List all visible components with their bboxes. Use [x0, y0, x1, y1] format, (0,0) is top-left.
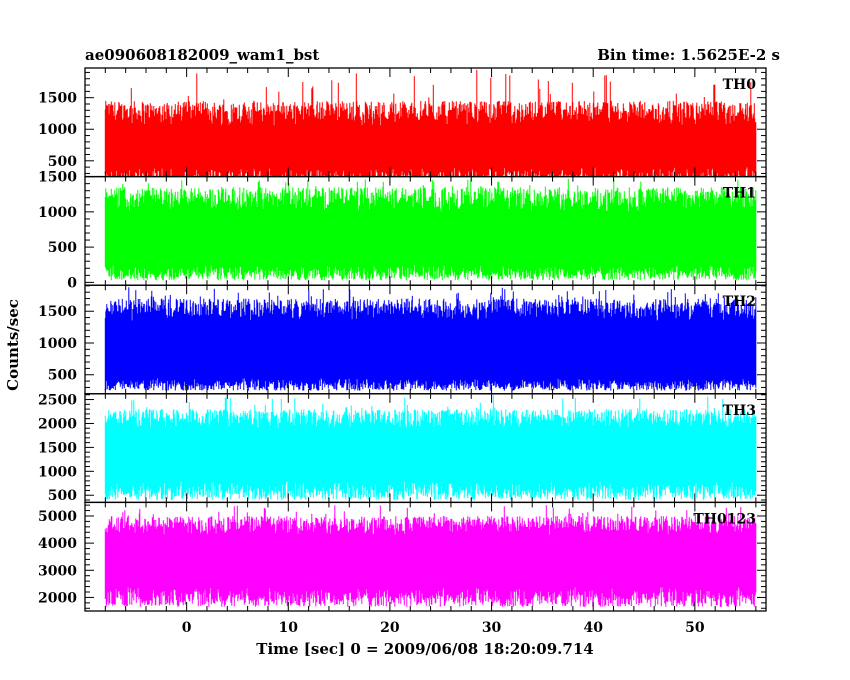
chart-title-right: Bin time: 1.5625E-2 s — [597, 46, 780, 64]
y-tick-label: 3000 — [38, 563, 77, 579]
series-th2 — [104, 287, 757, 391]
panel-label-th3: TH3 — [723, 403, 756, 419]
panel-th3: 500 1000 1500 2000 2500 TH3 — [38, 393, 767, 504]
series-th3 — [104, 395, 757, 500]
y-tick-label: 0 — [67, 275, 77, 291]
y-tick-label: 500 — [48, 368, 77, 384]
panel-label-th2: TH2 — [723, 294, 756, 310]
series-th0123 — [104, 505, 757, 607]
panel-label-th0123: TH0123 — [693, 511, 756, 527]
y-tick-label: 2500 — [38, 393, 77, 409]
x-axis-label: Time [sec] 0 = 2009/06/08 18:20:09.714 — [256, 640, 593, 658]
x-tick-label: 0 — [182, 620, 192, 636]
panel-label-th0: TH0 — [723, 77, 757, 93]
y-tick-label: 500 — [48, 240, 77, 256]
y-tick-label: 1000 — [38, 464, 77, 480]
y-tick-label: 500 — [48, 488, 77, 504]
y-tick-label: 1500 — [38, 440, 77, 456]
y-tick-label: 2000 — [38, 416, 77, 432]
y-tick-label: 1000 — [38, 122, 77, 138]
y-tick-label: 5000 — [38, 509, 77, 525]
x-tick-label: 10 — [279, 620, 299, 636]
x-tick-labels: 0 10 20 30 40 50 — [182, 620, 705, 636]
y-tick-label: 1500 — [38, 170, 77, 186]
x-tick-label: 20 — [380, 620, 400, 636]
panel-th0123: 2000 3000 4000 5000 TH0123 — [38, 501, 767, 612]
y-tick-label: 1000 — [38, 205, 77, 221]
y-tick-label: 4000 — [38, 536, 77, 552]
y-tick-label: 2000 — [38, 590, 77, 606]
x-tick-label: 40 — [583, 620, 603, 636]
y-tick-label: 1500 — [38, 304, 77, 320]
panels-group: 500 1000 1500 TH0 0 500 1000 1500 TH1 500 1000 1500… — [38, 67, 767, 612]
chart-title-left: ae090608182009_wam1_bst — [85, 46, 319, 64]
x-tick-label: 30 — [482, 620, 502, 636]
panel-th1: 0 500 1000 1500 TH1 — [38, 170, 767, 291]
series-th1 — [104, 179, 757, 281]
panel-frame — [84, 501, 767, 612]
panel-th0: 500 1000 1500 TH0 — [38, 67, 767, 178]
y-tick-label: 1000 — [38, 336, 77, 352]
panel-th2: 500 1000 1500 TH2 — [38, 284, 767, 395]
y-tick-label: 1500 — [38, 91, 77, 107]
x-tick-label: 50 — [685, 620, 705, 636]
y-axis-label: Counts/sec — [4, 299, 22, 391]
panel-label-th1: TH1 — [723, 186, 756, 202]
y-tick-label: 500 — [48, 154, 77, 170]
series-th0 — [104, 69, 757, 177]
